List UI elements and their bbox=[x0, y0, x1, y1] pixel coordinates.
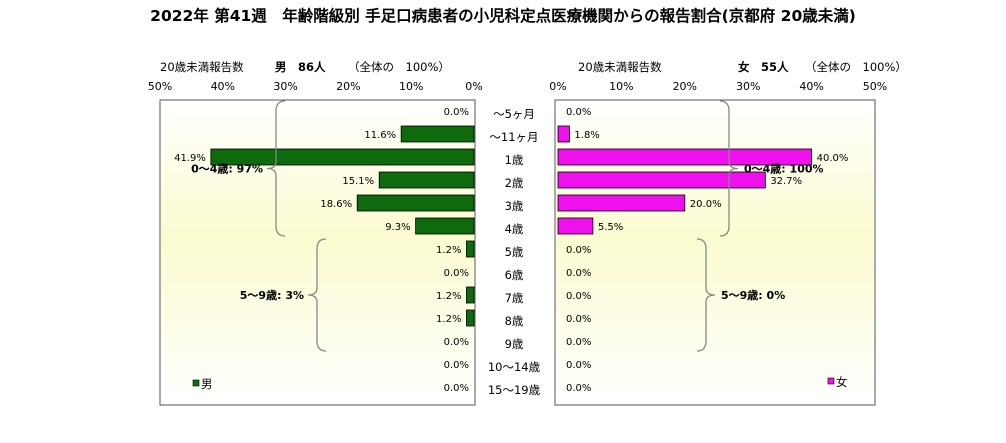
male-tick-label: 0% bbox=[465, 80, 482, 93]
age-category-label: 6歳 bbox=[505, 268, 524, 282]
male-tick-label: 20% bbox=[336, 80, 360, 93]
female-value-label: 0.0% bbox=[566, 268, 591, 279]
female-bar bbox=[557, 125, 570, 143]
male-legend-swatch bbox=[192, 379, 200, 387]
male-value-label: 15.1% bbox=[342, 176, 374, 187]
male-value-label: 1.2% bbox=[436, 291, 461, 302]
male-bar bbox=[466, 240, 475, 258]
female-group-braces: 0～4歳: 100% 5～9歳: 0% bbox=[696, 100, 824, 352]
male-group-brace bbox=[307, 238, 327, 352]
male-value-label: 9.3% bbox=[385, 222, 410, 233]
female-value-label: 0.0% bbox=[566, 291, 591, 302]
age-category-label: 10～14歳 bbox=[488, 360, 541, 374]
female-group-label: 5～9歳: 0% bbox=[721, 288, 785, 302]
age-category-labels: ～5ヶ月 ～11ヶ月 1歳 2歳 3歳 4歳 5歳 6歳 7歳 8歳 9歳 10～14歳 15～19歳 bbox=[488, 107, 541, 397]
female-group-brace bbox=[696, 238, 716, 352]
female-value-label: 0.0% bbox=[566, 383, 591, 394]
female-tick-label: 30% bbox=[736, 80, 760, 93]
female-share: （全体の 100%） bbox=[805, 60, 907, 74]
male-tick-label: 30% bbox=[273, 80, 297, 93]
male-bars bbox=[210, 125, 475, 327]
female-value-label: 0.0% bbox=[566, 337, 591, 348]
female-tick-label: 40% bbox=[799, 80, 823, 93]
female-value-label: 0.0% bbox=[566, 245, 591, 256]
age-category-label: 1歳 bbox=[505, 153, 524, 167]
female-value-label: 20.0% bbox=[690, 199, 722, 210]
female-bars bbox=[557, 125, 813, 235]
male-share: （全体の 100%） bbox=[348, 60, 450, 74]
age-category-label: 9歳 bbox=[505, 337, 524, 351]
male-legend-label: 男 bbox=[201, 377, 213, 391]
male-value-label: 0.0% bbox=[444, 360, 469, 371]
age-category-label: 15～19歳 bbox=[488, 383, 541, 397]
female-legend-swatch bbox=[827, 377, 835, 385]
male-value-label: 41.9% bbox=[174, 153, 206, 164]
male-bar bbox=[400, 125, 475, 143]
female-total: 女 55人 bbox=[738, 60, 789, 74]
age-category-label: ～5ヶ月 bbox=[493, 107, 535, 121]
male-bar bbox=[378, 171, 475, 189]
female-value-labels: 0.0% 1.8% 40.0% 32.7% 20.0% 5.5% 0.0% 0.0% 0.0% 0… bbox=[566, 107, 848, 394]
female-value-label: 32.7% bbox=[770, 176, 802, 187]
male-bar bbox=[356, 194, 475, 212]
female-bar bbox=[557, 171, 766, 189]
male-group-brace bbox=[266, 100, 286, 237]
male-bar bbox=[466, 309, 475, 327]
male-value-label: 1.2% bbox=[436, 314, 461, 325]
female-bar bbox=[557, 194, 686, 212]
age-category-label: ～11ヶ月 bbox=[489, 130, 538, 144]
age-category-label: 8歳 bbox=[505, 314, 524, 328]
male-bar bbox=[415, 217, 475, 235]
female-tick-label: 50% bbox=[863, 80, 887, 93]
female-tick-label: 20% bbox=[673, 80, 697, 93]
female-count-label: 20歳未満報告数 bbox=[578, 60, 662, 74]
male-x-axis: 0% 10% 20% 30% 40% 50% bbox=[148, 80, 483, 93]
female-value-label: 1.8% bbox=[574, 130, 599, 141]
age-category-label: 3歳 bbox=[505, 199, 524, 213]
female-group-brace bbox=[719, 100, 739, 237]
male-value-label: 0.0% bbox=[444, 383, 469, 394]
female-value-label: 0.0% bbox=[566, 360, 591, 371]
male-value-labels: 0.0% 11.6% 41.9% 15.1% 18.6% 9.3% 1.2% 0.0% 1.2%… bbox=[174, 107, 469, 394]
male-total: 男 86人 bbox=[275, 60, 326, 74]
male-tick-label: 50% bbox=[148, 80, 172, 93]
female-value-label: 40.0% bbox=[817, 153, 849, 164]
male-group-label: 5～9歳: 3% bbox=[240, 288, 304, 302]
male-value-label: 11.6% bbox=[364, 130, 396, 141]
female-legend-label: 女 bbox=[836, 375, 848, 389]
female-group-label: 0～4歳: 100% bbox=[744, 162, 824, 176]
female-bar bbox=[557, 148, 813, 166]
female-bar bbox=[557, 217, 594, 235]
age-category-label: 2歳 bbox=[505, 176, 524, 190]
age-category-label: 7歳 bbox=[505, 291, 524, 305]
male-value-label: 0.0% bbox=[444, 107, 469, 118]
male-count-label: 20歳未満報告数 bbox=[160, 60, 244, 74]
male-value-label: 0.0% bbox=[444, 268, 469, 279]
male-tick-label: 40% bbox=[211, 80, 235, 93]
male-tick-label: 10% bbox=[399, 80, 423, 93]
male-value-label: 18.6% bbox=[320, 199, 352, 210]
male-value-label: 0.0% bbox=[444, 337, 469, 348]
female-x-axis: 0% 10% 20% 30% 40% 50% bbox=[549, 80, 887, 93]
female-value-label: 0.0% bbox=[566, 107, 591, 118]
male-group-label: 0～4歳: 97% bbox=[191, 162, 263, 176]
female-value-label: 5.5% bbox=[598, 222, 623, 233]
age-category-label: 4歳 bbox=[505, 222, 524, 236]
chart-title: 2022年 第41週 年齢階級別 手足口病患者の小児科定点医療機関からの報告割合… bbox=[150, 6, 856, 25]
age-category-label: 5歳 bbox=[505, 245, 524, 259]
female-value-label: 0.0% bbox=[566, 314, 591, 325]
male-bar bbox=[210, 148, 475, 166]
male-bar bbox=[466, 286, 475, 304]
female-tick-label: 10% bbox=[609, 80, 633, 93]
female-tick-label: 0% bbox=[549, 80, 566, 93]
male-group-braces: 0～4歳: 97% 5～9歳: 3% bbox=[191, 100, 327, 352]
female-plot-background bbox=[556, 101, 874, 404]
male-value-label: 1.2% bbox=[436, 245, 461, 256]
